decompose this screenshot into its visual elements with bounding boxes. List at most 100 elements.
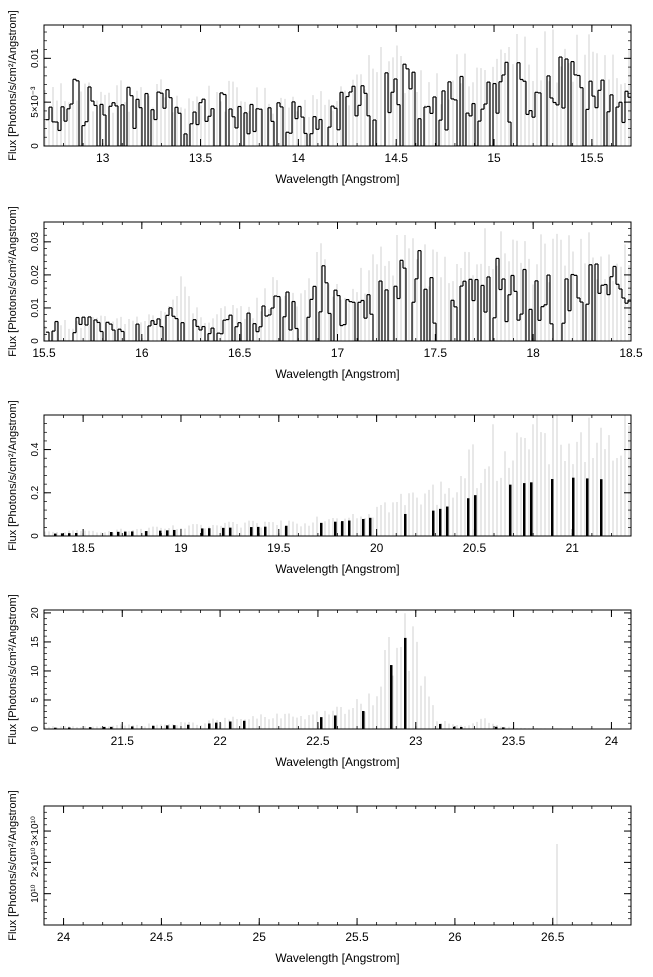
spectrum-bin [131, 726, 134, 729]
x-tick-label: 22.5 [306, 734, 330, 748]
x-tick-label: 15.5 [32, 346, 56, 360]
x-tick-label: 19 [174, 541, 188, 555]
spectrum-bin [439, 508, 442, 536]
spectrum-bin [348, 520, 351, 536]
y-axis-label: Flux [Photons/s/cm²/Angstrom] [7, 10, 19, 160]
x-tick-label: 16.5 [228, 346, 252, 360]
x-tick-label: 17 [331, 346, 345, 360]
spectrum-bin [103, 726, 106, 729]
spectrum-bin [257, 526, 260, 536]
y-tick-label: 0.01 [30, 298, 41, 318]
spectrum-bin [215, 722, 218, 729]
spectrum-bin [453, 726, 456, 729]
y-tick-label: 10 [30, 665, 41, 677]
spectrum-bin [320, 717, 323, 729]
plot-frame [43, 805, 632, 926]
spectrum-bin [222, 527, 225, 536]
x-tick-label: 24 [57, 930, 71, 944]
spectrum-bin [523, 483, 526, 536]
panel-1: 13 13.5 14 14.5 15 15.5 0 5×10⁻³ 0.01 Wavelength … [7, 10, 632, 186]
x-axis-label: Wavelength [Angstrom] [275, 951, 399, 965]
x-axis-label: Wavelength [Angstrom] [275, 562, 399, 576]
x-tick-label: 17.5 [424, 346, 448, 360]
plot-area [44, 415, 630, 536]
x-tick-label: 20.5 [463, 541, 487, 555]
plot-frame [43, 221, 632, 342]
spectrum-bin [243, 720, 246, 729]
y-tick-label: 0.01 [30, 48, 41, 68]
x-tick-label: 18 [526, 346, 540, 360]
y-tick-label: 3×10¹⁰ [30, 816, 41, 846]
spectrum-bin [320, 522, 323, 536]
y-tick-label: 0.03 [30, 232, 41, 252]
x-tick-label: 14.5 [385, 151, 409, 165]
y-axis-label: Flux [Photons/s/cm²/Angstrom] [7, 206, 19, 356]
panel-2: 15.5 16 16.5 17 17.5 18 18.5 0 0.01 0.02 0.03 Wavel… [7, 206, 643, 381]
spectrum-bin [467, 498, 470, 536]
y-tick-label: 20 [30, 607, 41, 619]
x-tick-label: 23 [409, 734, 423, 748]
spectrum-bin [117, 531, 120, 536]
y-tick-label: 15 [30, 636, 41, 648]
spectrum-bin [600, 479, 603, 536]
x-tick-label: 22 [213, 734, 227, 748]
x-tick-label: 24.5 [150, 930, 174, 944]
spectrum-bin [166, 530, 169, 536]
x-tick-label: 24 [605, 734, 619, 748]
x-axis-label: Wavelength [Angstrom] [275, 755, 399, 769]
spectrum-bin [341, 521, 344, 536]
spectrum-bin [334, 521, 337, 536]
y-tick-label: 0.2 [30, 485, 41, 499]
y-tick-label: 0 [30, 726, 41, 732]
y-tick-label: 2×10¹⁰ [30, 847, 41, 877]
y-axis-label: Flux [Photons/s/cm²/Angstrom] [7, 400, 19, 550]
y-axis-label: Flux [Photons/s/cm²/Angstrom] [7, 594, 19, 744]
spectrum-bin [362, 710, 365, 729]
x-tick-label: 14 [292, 151, 306, 165]
y-axis-label: Flux [Photons/s/cm²/Angstrom] [7, 790, 19, 940]
spectrum-bin [68, 533, 71, 536]
x-tick-label: 25 [253, 930, 267, 944]
spectrum-bin [229, 721, 232, 729]
spectrum-bin [250, 527, 253, 536]
spectrum-bin [145, 531, 148, 536]
spectrum-bin [110, 726, 113, 729]
spectrum-bin [404, 637, 407, 729]
spectrum-bin [173, 529, 176, 536]
spectrum-bin [61, 533, 64, 536]
spectrum-bin [509, 484, 512, 536]
plot-area [44, 228, 631, 341]
x-tick-label: 20 [370, 541, 384, 555]
x-axis-label: Wavelength [Angstrom] [275, 172, 399, 186]
panel-3: 18.5 19 19.5 20 20.5 21 0 0.2 0.4 Wavelength [Ang… [7, 400, 632, 576]
spectrum-bin [173, 725, 176, 729]
spectrum-bin [229, 527, 232, 536]
x-tick-label: 23.5 [502, 734, 526, 748]
spectrum-bin [264, 526, 267, 536]
y-tick-label: 5 [30, 697, 41, 703]
plot-frame [43, 414, 632, 537]
spectrum-bin [159, 530, 162, 536]
spectrum-bin [208, 723, 211, 729]
plot-area [44, 613, 630, 729]
spectrum-bin [124, 531, 127, 536]
spectrum-bin [390, 665, 393, 729]
spectrum-bin [495, 726, 498, 729]
x-tick-label: 15 [487, 151, 501, 165]
x-tick-label: 18.5 [71, 541, 95, 555]
y-tick-label: 0 [30, 533, 41, 539]
spectrum-bin [131, 531, 134, 536]
x-tick-label: 16 [135, 346, 149, 360]
spectrum-bin [334, 715, 337, 729]
x-tick-label: 26.5 [541, 930, 565, 944]
spectrum-bin [187, 724, 190, 729]
spectrum-bin [530, 482, 533, 536]
spectrum-bin [75, 532, 78, 536]
y-tick-label: 0 [30, 143, 41, 149]
spectrum-bin [201, 528, 204, 536]
spectrum-bin [502, 727, 505, 729]
plot-area [552, 843, 558, 925]
x-tick-label: 13 [96, 151, 110, 165]
